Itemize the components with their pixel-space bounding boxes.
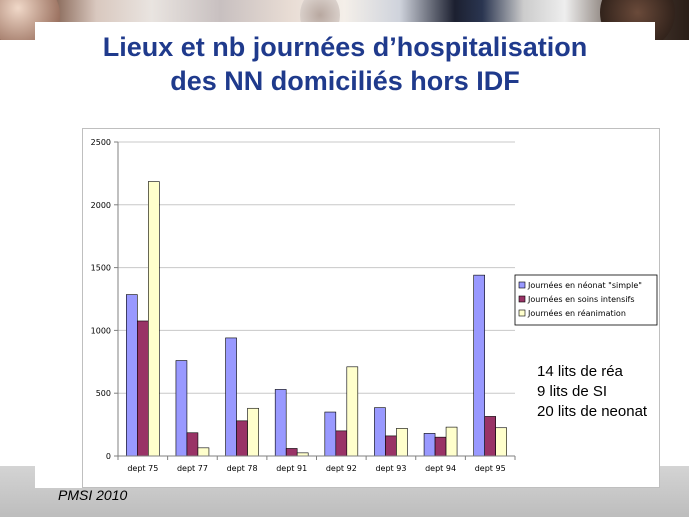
x-tick-label: dept 78 <box>227 464 258 473</box>
y-tick-label: 0 <box>106 452 111 461</box>
bar-dept-77-series-1 <box>175 360 188 457</box>
y-tick-label: 2500 <box>91 138 111 147</box>
bar-chart: 0 500 1000 1500 2000 2500 dept 75 dept 77 dept 7… <box>91 138 658 473</box>
legend-swatch <box>518 295 526 303</box>
x-tick-label: dept 91 <box>276 464 307 473</box>
bar-dept-93-series-2 <box>385 435 397 457</box>
y-tick-label: 1000 <box>91 326 111 335</box>
axis-labels: 0 500 1000 1500 2000 2500 dept 75 dept 77 dept 7… <box>91 138 506 473</box>
legend-swatch <box>518 281 526 289</box>
bar-dept-78-series-3 <box>247 407 259 457</box>
x-tick-label: dept 93 <box>375 464 406 473</box>
gridlines <box>118 141 515 394</box>
bar-dept-93-series-1 <box>374 407 386 457</box>
legend-label: Journées en néonat "simple" <box>527 280 642 290</box>
note-line-rea: 14 lits de réa <box>537 363 623 380</box>
axes <box>114 141 516 460</box>
y-tick-label: 1500 <box>91 264 111 273</box>
bar-dept-77-series-2 <box>186 432 199 457</box>
x-tick-label: dept 94 <box>425 464 456 473</box>
bar-dept-75-series-1 <box>126 294 138 457</box>
bar-dept-77-series-3 <box>197 447 210 457</box>
bar-dept-94-series-3 <box>445 426 458 457</box>
slide-title: Lieux et nb journées d’hospitalisation d… <box>35 30 655 98</box>
slide-title-line-2: des NN domiciliés hors IDF <box>170 66 520 96</box>
bar-dept-75-series-3 <box>148 181 160 457</box>
legend-label: Journées en réanimation <box>527 308 626 318</box>
x-tick-label: dept 77 <box>177 464 208 473</box>
bar-dept-75-series-2 <box>137 320 149 457</box>
bar-dept-91-series-2 <box>285 448 298 457</box>
bar-dept-95-series-2 <box>484 416 496 457</box>
x-tick-label: dept 75 <box>127 464 158 473</box>
y-tick-label: 2000 <box>91 201 111 210</box>
bar-dept-94-series-2 <box>434 436 447 457</box>
bar-dept-92-series-3 <box>346 366 359 457</box>
legend-box <box>514 274 658 326</box>
slide-title-line-1: Lieux et nb journées d’hospitalisation <box>102 32 588 62</box>
beds-note: 14 lits de réa 9 lits de SI 20 lits de n… <box>537 362 647 422</box>
bar-dept-95-series-1 <box>473 274 485 457</box>
bar-dept-91-series-1 <box>274 389 287 457</box>
note-line-si: 9 lits de SI <box>537 383 608 400</box>
x-tick-label: dept 95 <box>475 464 506 473</box>
note-line-neonat: 20 lits de neonat <box>537 403 648 420</box>
legend-label: Journées en soins intensifs <box>527 294 635 304</box>
bar-dept-94-series-1 <box>423 433 436 457</box>
bar-dept-92-series-2 <box>335 430 348 457</box>
x-tick-label: dept 92 <box>326 464 357 473</box>
bar-dept-78-series-1 <box>225 337 237 457</box>
footer-source: PMSI 2010 <box>58 487 128 503</box>
legend: Journées en néonat "simple" Journées en s… <box>514 274 658 326</box>
bar-dept-92-series-1 <box>324 411 337 457</box>
bar-dept-78-series-2 <box>236 420 248 457</box>
legend-swatch <box>518 309 526 317</box>
y-tick-label: 500 <box>96 389 111 398</box>
bars <box>126 181 507 457</box>
bar-dept-95-series-3 <box>495 427 507 457</box>
bar-dept-93-series-3 <box>396 428 408 457</box>
